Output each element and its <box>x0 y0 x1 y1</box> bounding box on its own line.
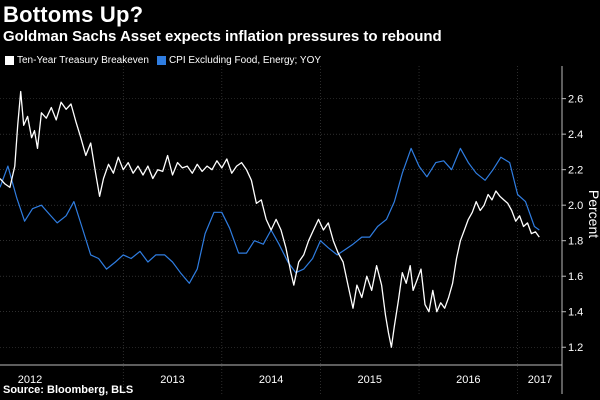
legend: Ten-Year Treasury Breakeven CPI Excludin… <box>5 55 325 66</box>
legend-label-cpi: CPI Excluding Food, Energy; YOY <box>168 55 322 66</box>
series-line-breakeven <box>0 90 540 348</box>
y-tick-label: 2.0 <box>568 200 583 212</box>
y-tick-label: 1.2 <box>568 342 583 354</box>
y-tick-label: 2.2 <box>568 165 583 177</box>
x-tick-label: 2013 <box>160 374 184 386</box>
tick-labels: 1.2 1.4 1.6 1.8 2.0 2.2 2.4 2.6 2012 2013 2014 2015… <box>18 94 584 386</box>
y-tick-label: 1.8 <box>568 236 583 248</box>
grid-lines <box>0 66 562 394</box>
y-tick-label: 1.4 <box>568 307 583 319</box>
chart-subtitle: Goldman Sachs Asset expects inflation pr… <box>3 28 442 45</box>
x-tick-label: 2016 <box>456 374 480 386</box>
y-tick-label: 2.4 <box>568 129 583 141</box>
series-lines <box>0 90 540 348</box>
legend-swatch-breakeven <box>5 56 14 65</box>
series-line-cpi <box>0 147 540 284</box>
legend-swatch-cpi <box>156 56 166 65</box>
legend-label-breakeven: Ten-Year Treasury Breakeven <box>17 55 149 66</box>
legend-item-cpi: CPI Excluding Food, Energy; YOY <box>156 55 322 66</box>
source-note: Source: Bloomberg, BLS <box>3 384 134 396</box>
y-tick-label: 1.6 <box>568 271 583 283</box>
y-axis-label: Percent <box>586 190 600 238</box>
axes <box>0 66 566 394</box>
y-tick-label: 2.6 <box>568 94 583 106</box>
x-tick-label: 2015 <box>357 374 381 386</box>
x-tick-label: 2014 <box>259 374 283 386</box>
x-tick-label: 2017 <box>528 374 552 386</box>
x-tick-label: 2012 <box>18 374 42 386</box>
legend-item-breakeven: Ten-Year Treasury Breakeven <box>5 55 149 66</box>
chart-title: Bottoms Up? <box>3 2 144 27</box>
